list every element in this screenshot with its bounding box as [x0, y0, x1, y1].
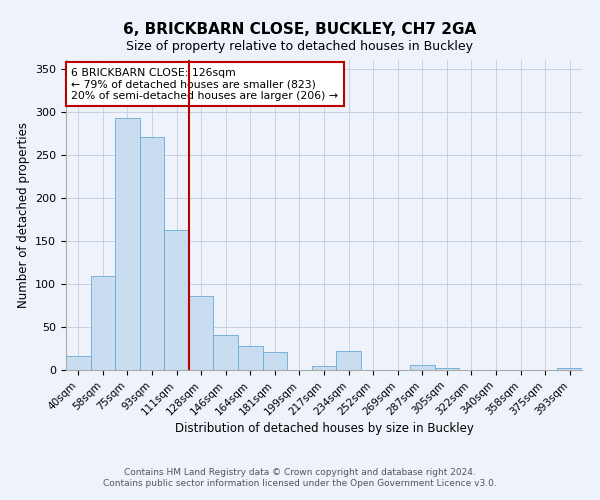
Y-axis label: Number of detached properties: Number of detached properties	[17, 122, 29, 308]
Bar	[238, 346, 263, 370]
Bar	[164, 230, 189, 370]
Bar	[214, 334, 238, 370]
Bar	[115, 118, 140, 370]
Bar	[434, 368, 459, 370]
Bar	[557, 368, 582, 370]
Text: 6 BRICKBARN CLOSE: 126sqm
← 79% of detached houses are smaller (823)
20% of semi: 6 BRICKBARN CLOSE: 126sqm ← 79% of detac…	[71, 68, 338, 101]
Bar	[410, 365, 434, 370]
Bar	[189, 296, 214, 370]
Text: Size of property relative to detached houses in Buckley: Size of property relative to detached ho…	[127, 40, 473, 53]
Bar	[91, 276, 115, 370]
Bar	[336, 351, 361, 370]
Bar	[66, 356, 91, 370]
X-axis label: Distribution of detached houses by size in Buckley: Distribution of detached houses by size …	[175, 422, 473, 435]
Bar	[263, 352, 287, 370]
Text: 6, BRICKBARN CLOSE, BUCKLEY, CH7 2GA: 6, BRICKBARN CLOSE, BUCKLEY, CH7 2GA	[124, 22, 476, 38]
Text: Contains HM Land Registry data © Crown copyright and database right 2024.
Contai: Contains HM Land Registry data © Crown c…	[103, 468, 497, 487]
Bar	[312, 366, 336, 370]
Bar	[140, 136, 164, 370]
